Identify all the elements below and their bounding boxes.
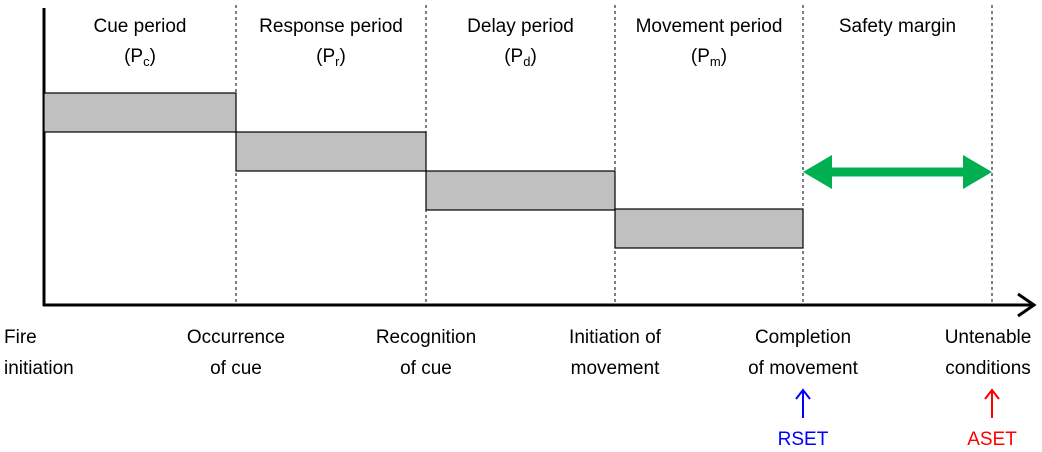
period-label: Delay period xyxy=(467,16,574,37)
event-label: of movement xyxy=(748,358,859,379)
symbol-subscript: c xyxy=(143,54,150,69)
period-label: Cue period xyxy=(94,16,187,37)
period-label: Safety margin xyxy=(839,16,956,37)
period-symbol: (Pm) xyxy=(691,46,727,69)
symbol-suffix: ) xyxy=(340,46,346,67)
marker-label: ASET xyxy=(967,429,1017,450)
marker-arrowhead xyxy=(795,388,811,400)
event-label: Untenable xyxy=(945,327,1032,348)
symbol-subscript: d xyxy=(523,54,530,69)
period-label: Response period xyxy=(259,16,403,37)
marker-arrowhead xyxy=(984,388,1000,400)
symbol-prefix: (P xyxy=(504,46,523,67)
period-bar xyxy=(425,170,616,211)
event-label: of cue xyxy=(210,358,262,379)
event-label: Initiation of xyxy=(569,327,662,348)
period-symbol: (Pc) xyxy=(124,46,156,69)
symbol-prefix: (P xyxy=(691,46,710,67)
symbol-prefix: (P xyxy=(316,46,335,67)
event-label: Completion xyxy=(755,327,851,348)
period-symbol: (Pd) xyxy=(504,46,537,69)
symbol-suffix: ) xyxy=(721,46,727,67)
marker-label: RSET xyxy=(778,429,829,450)
symbol-subscript: m xyxy=(710,54,721,69)
time-axis-arrowhead xyxy=(1017,292,1037,318)
safety-margin-arrow xyxy=(803,155,992,189)
symbol-suffix: ) xyxy=(150,46,156,67)
period-bar xyxy=(235,131,427,172)
symbol-suffix: ) xyxy=(530,46,536,67)
symbol-prefix: (P xyxy=(124,46,143,67)
symbol-subscript: r xyxy=(335,54,340,69)
period-bar xyxy=(43,92,237,133)
event-label: Fire xyxy=(4,327,37,348)
period-bar xyxy=(614,208,804,249)
event-label: Occurrence xyxy=(187,327,285,348)
period-symbol: (Pr) xyxy=(316,46,346,69)
event-label: initiation xyxy=(4,358,74,379)
event-label: of cue xyxy=(400,358,452,379)
event-label: movement xyxy=(571,358,660,379)
period-label: Movement period xyxy=(636,16,783,37)
event-label: conditions xyxy=(945,358,1031,379)
event-label: Recognition xyxy=(376,327,476,348)
